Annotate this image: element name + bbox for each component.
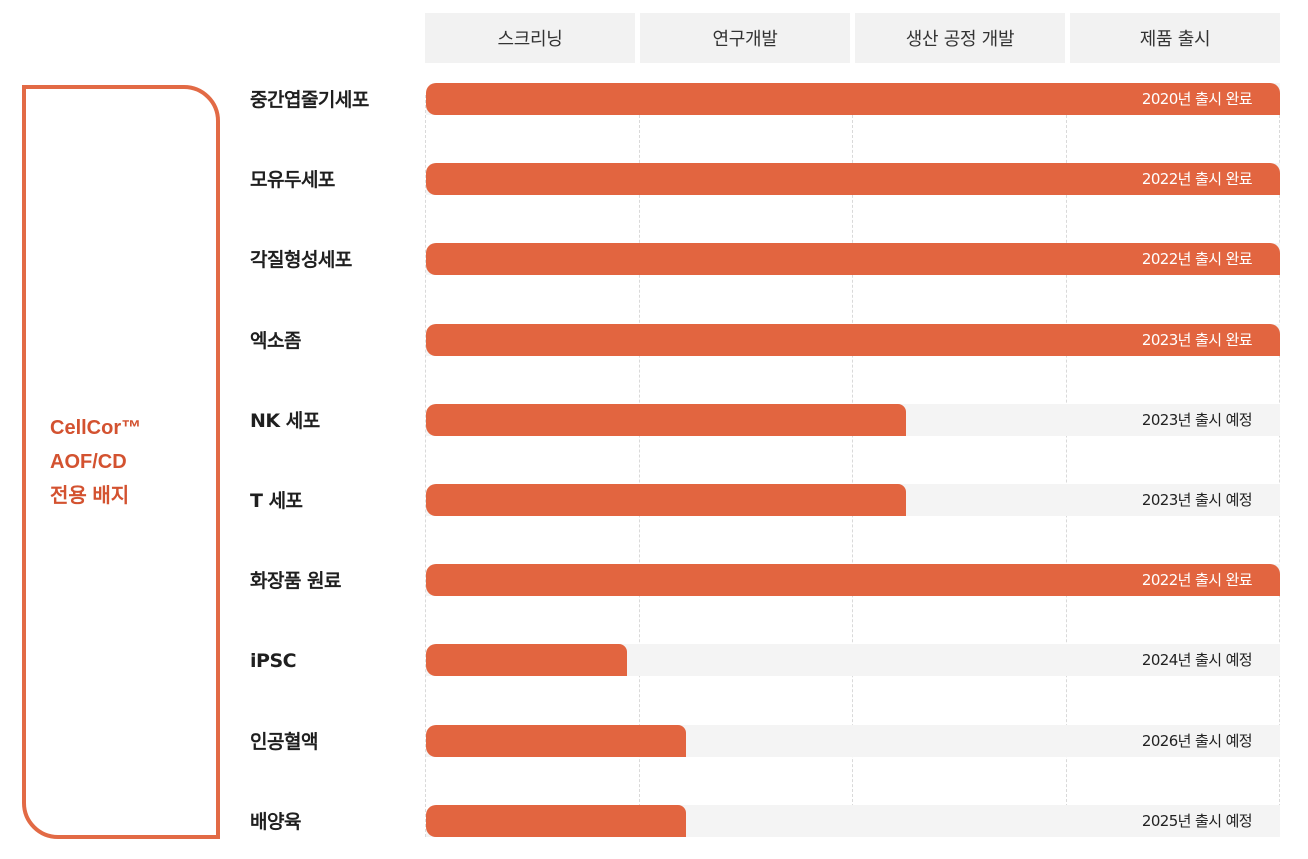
bar-track: 2026년 출시 예정 [426, 725, 1280, 757]
row-label: 엑소좀 [250, 330, 301, 352]
bar-fill [426, 725, 686, 757]
bar-track: 2023년 출시 완료 [426, 324, 1280, 356]
bar-fill [426, 404, 906, 436]
row-label: 인공혈액 [250, 731, 318, 753]
bar-track: 2023년 출시 예정 [426, 404, 1280, 436]
stage-header-process-development: 생산 공정 개발 [855, 13, 1065, 63]
gridline [1279, 95, 1280, 837]
side-panel-label: CellCor™ AOF/CD 전용 배지 [50, 411, 210, 513]
row-label: 화장품 원료 [250, 570, 342, 592]
row-label: 중간엽줄기세포 [250, 89, 369, 111]
status-label: 2026년 출시 예정 [1141, 732, 1253, 750]
gridline [425, 95, 426, 837]
status-label: 2022년 출시 완료 [1141, 250, 1253, 268]
bar-fill [426, 324, 1280, 356]
side-panel-line-product: CellCor™ [50, 417, 142, 439]
bar-track: 2020년 출시 완료 [426, 83, 1280, 115]
bar-fill [426, 163, 1280, 195]
bar-track: 2025년 출시 예정 [426, 805, 1280, 837]
bar-track: 2022년 출시 완료 [426, 564, 1280, 596]
bar-track: 2024년 출시 예정 [426, 644, 1280, 676]
status-label: 2025년 출시 예정 [1141, 812, 1253, 830]
row-label: iPSC [250, 650, 297, 672]
row-label: 모유두세포 [250, 169, 335, 191]
status-label: 2023년 출시 예정 [1141, 491, 1253, 509]
side-panel-line-desc: 전용 배지 [50, 485, 130, 507]
row-label: 각질형성세포 [250, 249, 352, 271]
bar-fill [426, 83, 1280, 115]
row-label: 배양육 [250, 811, 301, 833]
gridline [639, 95, 640, 837]
row-label: T 세포 [250, 490, 303, 512]
stage-header-screening: 스크리닝 [425, 13, 635, 63]
status-label: 2023년 출시 완료 [1141, 331, 1253, 349]
status-label: 2020년 출시 완료 [1141, 90, 1253, 108]
side-panel-frame [22, 85, 220, 839]
stage-header-rnd: 연구개발 [640, 13, 850, 63]
side-panel-line-type: AOF/CD [50, 451, 127, 473]
stage-header-product-launch: 제품 출시 [1070, 13, 1280, 63]
row-label: NK 세포 [250, 410, 320, 432]
bar-fill [426, 805, 686, 837]
status-label: 2023년 출시 예정 [1141, 411, 1253, 429]
gridline [852, 95, 853, 837]
bar-track: 2023년 출시 예정 [426, 484, 1280, 516]
bar-fill [426, 644, 627, 676]
bar-track: 2022년 출시 완료 [426, 243, 1280, 275]
bar-fill [426, 564, 1280, 596]
bar-track: 2022년 출시 완료 [426, 163, 1280, 195]
bar-fill [426, 243, 1280, 275]
gridline [1066, 95, 1067, 837]
bar-fill [426, 484, 906, 516]
status-label: 2022년 출시 완료 [1141, 571, 1253, 589]
status-label: 2022년 출시 완료 [1141, 170, 1253, 188]
status-label: 2024년 출시 예정 [1141, 651, 1253, 669]
